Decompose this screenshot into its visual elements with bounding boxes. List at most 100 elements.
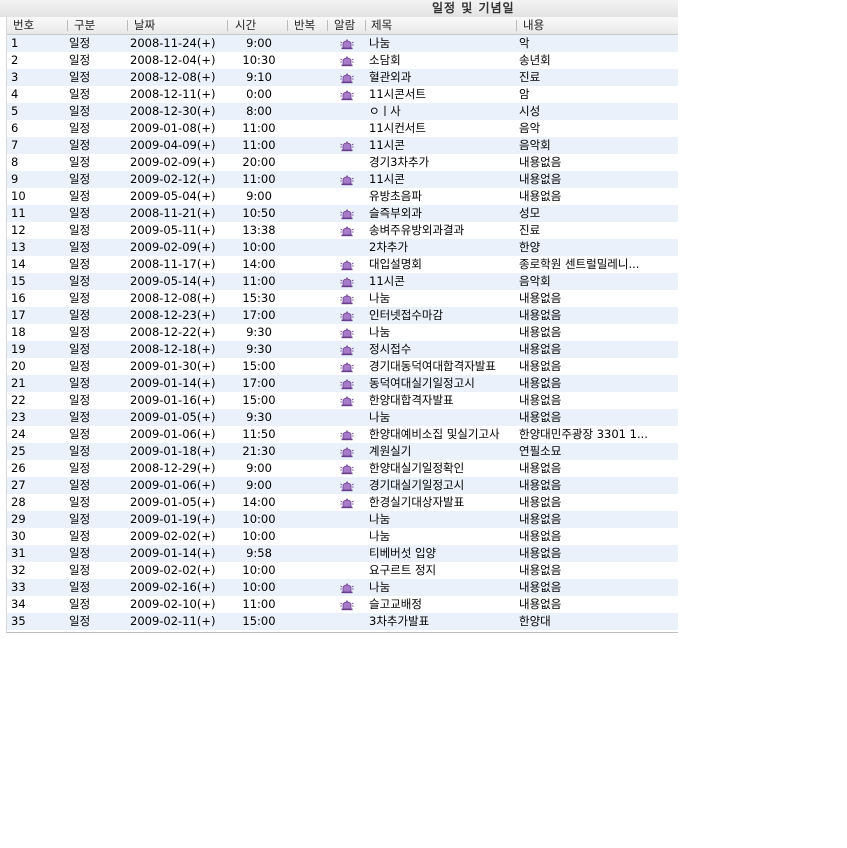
table-row[interactable]: 11 일정 2008-11-21(+) 10:50 슬즉부외과 성모	[7, 205, 678, 222]
list-left-border	[6, 17, 7, 633]
cell-time: 15:00	[242, 393, 276, 407]
column-header-no[interactable]: 번호	[13, 18, 35, 32]
cell-time: 14:00	[242, 495, 276, 509]
column-divider[interactable]	[227, 20, 228, 31]
table-row[interactable]: 16 일정 2008-12-08(+) 15:30 나눔 내용없음	[7, 290, 678, 307]
column-header-alarm[interactable]: 알람	[334, 18, 356, 32]
table-row[interactable]: 29 일정 2009-01-19(+) 10:00 나눔 내용없음	[7, 511, 678, 528]
cell-time: 9:00	[246, 189, 272, 203]
column-header-content[interactable]: 내용	[523, 18, 545, 32]
column-divider[interactable]	[127, 20, 128, 31]
cell-content: 내용없음	[519, 189, 562, 203]
column-header-category[interactable]: 구분	[74, 18, 96, 32]
column-divider[interactable]	[67, 20, 68, 31]
table-row[interactable]: 13 일정 2009-02-09(+) 10:00 2차추가 한양	[7, 239, 678, 256]
title-bar: 일정 및 기념일	[0, 0, 678, 17]
table-row[interactable]: 19 일정 2008-12-18(+) 9:30 정시접수 내용없음	[7, 341, 678, 358]
cell-time: 9:00	[246, 461, 272, 475]
cell-content: 내용없음	[519, 342, 562, 356]
table-row[interactable]: 14 일정 2008-11-17(+) 14:00 대입설명회 종로학원 센트럴…	[7, 256, 678, 273]
cell-date: 2008-11-21(+)	[130, 206, 216, 220]
table-row[interactable]: 22 일정 2009-01-16(+) 15:00 한양대합격자발표 내용없음	[7, 392, 678, 409]
cell-no: 15	[11, 274, 26, 288]
cell-time: 11:00	[242, 274, 276, 288]
column-header-date[interactable]: 날짜	[134, 18, 156, 32]
cell-time: 9:10	[246, 70, 272, 84]
table-row[interactable]: 25 일정 2009-01-18(+) 21:30 계원실기 연필소묘	[7, 443, 678, 460]
cell-subject: 11시콘서트	[369, 87, 426, 101]
table-row[interactable]: 32 일정 2009-02-02(+) 10:00 요구르트 정지 내용없음	[7, 562, 678, 579]
cell-alarm	[340, 443, 358, 460]
column-header-time[interactable]: 시간	[235, 18, 257, 32]
alarm-bell-icon	[340, 225, 354, 237]
column-divider[interactable]	[327, 20, 328, 31]
cell-no: 33	[11, 580, 26, 594]
cell-alarm	[340, 290, 358, 307]
table-row[interactable]: 20 일정 2009-01-30(+) 15:00 경기대동덕여대합격자발표 내…	[7, 358, 678, 375]
cell-date: 2009-01-14(+)	[130, 546, 216, 560]
cell-category: 일정	[69, 104, 91, 118]
cell-no: 6	[11, 121, 19, 135]
table-row[interactable]: 9 일정 2009-02-12(+) 11:00 11시콘 내용없음	[7, 171, 678, 188]
column-header-subject[interactable]: 제목	[371, 18, 393, 32]
cell-category: 일정	[69, 614, 91, 628]
table-row[interactable]: 5 일정 2008-12-30(+) 8:00 ㅇㅣ사 시성	[7, 103, 678, 120]
table-row[interactable]: 23 일정 2009-01-05(+) 9:30 나눔 내용없음	[7, 409, 678, 426]
cell-content: 진료	[519, 70, 541, 84]
cell-date: 2009-01-30(+)	[130, 359, 216, 373]
cell-no: 25	[11, 444, 26, 458]
cell-subject: 한양대예비소집 및실기고사	[369, 427, 500, 441]
cell-date: 2008-12-04(+)	[130, 53, 216, 67]
table-row[interactable]: 6 일정 2009-01-08(+) 11:00 11시컨서트 음악	[7, 120, 678, 137]
table-row[interactable]: 1 일정 2008-11-24(+) 9:00 나눔 악	[7, 35, 678, 52]
cell-date: 2009-01-19(+)	[130, 512, 216, 526]
table-row[interactable]: 7 일정 2009-04-09(+) 11:00 11시콘 음악회	[7, 137, 678, 154]
cell-subject: 2차추가	[369, 240, 409, 254]
table-row[interactable]: 28 일정 2009-01-05(+) 14:00 한경실기대상자발표 내용없음	[7, 494, 678, 511]
cell-time: 11:50	[242, 427, 276, 441]
cell-time: 11:00	[242, 172, 276, 186]
table-row[interactable]: 10 일정 2009-05-04(+) 9:00 유방초음파 내용없음	[7, 188, 678, 205]
table-row[interactable]: 30 일정 2009-02-02(+) 10:00 나눔 내용없음	[7, 528, 678, 545]
table-row[interactable]: 26 일정 2008-12-29(+) 9:00 한양대실기일정확인 내용없음	[7, 460, 678, 477]
table-row[interactable]: 35 일정 2009-02-11(+) 15:00 3차추가발표 한양대	[7, 613, 678, 630]
table-row[interactable]: 2 일정 2008-12-04(+) 10:30 소담회 송년회	[7, 52, 678, 69]
cell-date: 2008-12-08(+)	[130, 70, 216, 84]
cell-no: 18	[11, 325, 26, 339]
cell-alarm	[340, 341, 358, 358]
cell-date: 2009-01-16(+)	[130, 393, 216, 407]
table-row[interactable]: 8 일정 2009-02-09(+) 20:00 경기3차추가 내용없음	[7, 154, 678, 171]
table-row[interactable]: 27 일정 2009-01-06(+) 9:00 경기대실기일정고시 내용없음	[7, 477, 678, 494]
cell-category: 일정	[69, 189, 91, 203]
cell-category: 일정	[69, 121, 91, 135]
cell-no: 8	[11, 155, 19, 169]
cell-alarm	[340, 477, 358, 494]
table-row[interactable]: 31 일정 2009-01-14(+) 9:58 티베버섯 입양 내용없음	[7, 545, 678, 562]
cell-time: 10:00	[242, 529, 276, 543]
cell-category: 일정	[69, 53, 91, 67]
cell-time: 9:58	[246, 546, 272, 560]
cell-category: 일정	[69, 444, 91, 458]
cell-subject: 11시콘	[369, 138, 405, 152]
column-divider[interactable]	[287, 20, 288, 31]
cell-time: 14:00	[242, 257, 276, 271]
column-header-repeat[interactable]: 반복	[294, 18, 316, 32]
table-row[interactable]: 34 일정 2009-02-10(+) 11:00 슬고교배정 내용없음	[7, 596, 678, 613]
table-row[interactable]: 3 일정 2008-12-08(+) 9:10 혈관외과 진료	[7, 69, 678, 86]
table-row[interactable]: 15 일정 2009-05-14(+) 11:00 11시콘 음악회	[7, 273, 678, 290]
table-row[interactable]: 33 일정 2009-02-16(+) 10:00 나눔 내용없음	[7, 579, 678, 596]
cell-alarm	[340, 426, 358, 443]
column-divider[interactable]	[516, 20, 517, 31]
table-row[interactable]: 17 일정 2008-12-23(+) 17:00 인터넷접수마감 내용없음	[7, 307, 678, 324]
table-row[interactable]: 21 일정 2009-01-14(+) 17:00 동덕여대실기일정고시 내용없…	[7, 375, 678, 392]
cell-content: 연필소묘	[519, 444, 562, 458]
column-divider[interactable]	[365, 20, 366, 31]
table-row[interactable]: 18 일정 2008-12-22(+) 9:30 나눔 내용없음	[7, 324, 678, 341]
cell-date: 2009-04-09(+)	[130, 138, 216, 152]
table-row[interactable]: 24 일정 2009-01-06(+) 11:50 한양대예비소집 및실기고사 …	[7, 426, 678, 443]
table-row[interactable]: 12 일정 2009-05-11(+) 13:38 송벼주유방외과결과 진료	[7, 222, 678, 239]
table-row[interactable]: 4 일정 2008-12-11(+) 0:00 11시콘서트 암	[7, 86, 678, 103]
cell-time: 17:00	[242, 308, 276, 322]
alarm-bell-icon	[340, 344, 354, 356]
cell-no: 13	[11, 240, 26, 254]
